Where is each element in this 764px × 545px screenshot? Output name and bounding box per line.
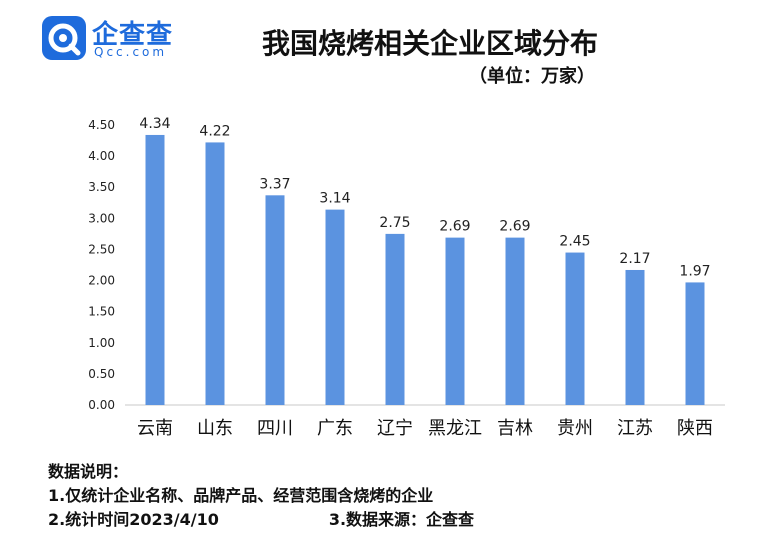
data-label: 2.69 (439, 219, 470, 235)
y-tick-label: 2.00 (88, 274, 115, 288)
x-tick-label: 广东 (317, 418, 353, 439)
data-notes: 数据说明： 1.仅统计企业名称、品牌产品、经营范围含烧烤的企业 2.统计时间20… (48, 460, 474, 532)
x-tick-label: 江苏 (617, 418, 653, 439)
notes-heading: 数据说明： (48, 462, 129, 481)
x-tick-label: 云南 (137, 418, 173, 439)
notes-line-2-source: 3.数据来源：企查查 (328, 510, 475, 529)
bar (565, 252, 585, 405)
data-label: 2.69 (499, 219, 530, 235)
y-tick-label: 2.50 (88, 242, 115, 256)
data-label: 2.75 (379, 215, 410, 231)
logo-subtext: Qcc.com (94, 45, 168, 59)
bar-chart: 0.00 0.50 1.00 1.50 2.00 2.50 3.00 3.50 4.00 4.50… (88, 116, 725, 439)
data-label: 2.17 (619, 251, 650, 267)
x-tick-label: 四川 (257, 418, 293, 439)
bar (265, 195, 285, 405)
bar (145, 134, 165, 405)
bar (505, 237, 525, 405)
logo-name: 企查查 (92, 20, 174, 50)
chart-subtitle: （单位：万家） (469, 66, 595, 87)
bar (625, 269, 645, 405)
data-label: 3.14 (319, 191, 350, 207)
qcc-logo-icon (42, 16, 86, 60)
bar (685, 282, 705, 405)
data-label: 4.34 (139, 116, 170, 132)
y-tick-label: 0.00 (88, 398, 115, 412)
x-tick-label: 辽宁 (377, 418, 413, 439)
data-label: 4.22 (199, 123, 230, 139)
chart-title: 我国烧烤相关企业区域分布 (261, 27, 598, 60)
bar (445, 237, 465, 405)
x-tick-label: 山东 (197, 418, 233, 439)
bar (325, 209, 345, 405)
x-tick-label: 贵州 (557, 418, 593, 439)
y-tick-label: 3.00 (88, 211, 115, 225)
y-tick-label: 4.50 (88, 118, 115, 132)
bar (385, 233, 405, 405)
x-tick-label: 陕西 (677, 418, 713, 439)
x-tick-label: 吉林 (497, 418, 533, 439)
data-label: 3.37 (259, 176, 290, 192)
notes-line-2-date: 2.统计时间2023/4/10 (48, 510, 219, 529)
y-tick-label: 4.00 (88, 149, 115, 163)
bar (205, 142, 225, 405)
data-label: 1.97 (679, 263, 710, 279)
y-tick-label: 1.00 (88, 336, 115, 350)
y-tick-label: 1.50 (88, 305, 115, 319)
data-label: 2.45 (559, 234, 590, 250)
notes-line-1: 1.仅统计企业名称、品牌产品、经营范围含烧烤的企业 (48, 486, 434, 505)
notes-line-2: 2.统计时间2023/4/10 3.数据来源：企查查 (48, 508, 474, 532)
y-tick-label: 0.50 (88, 367, 115, 381)
x-tick-label: 黑龙江 (428, 418, 482, 439)
y-tick-label: 3.50 (88, 180, 115, 194)
